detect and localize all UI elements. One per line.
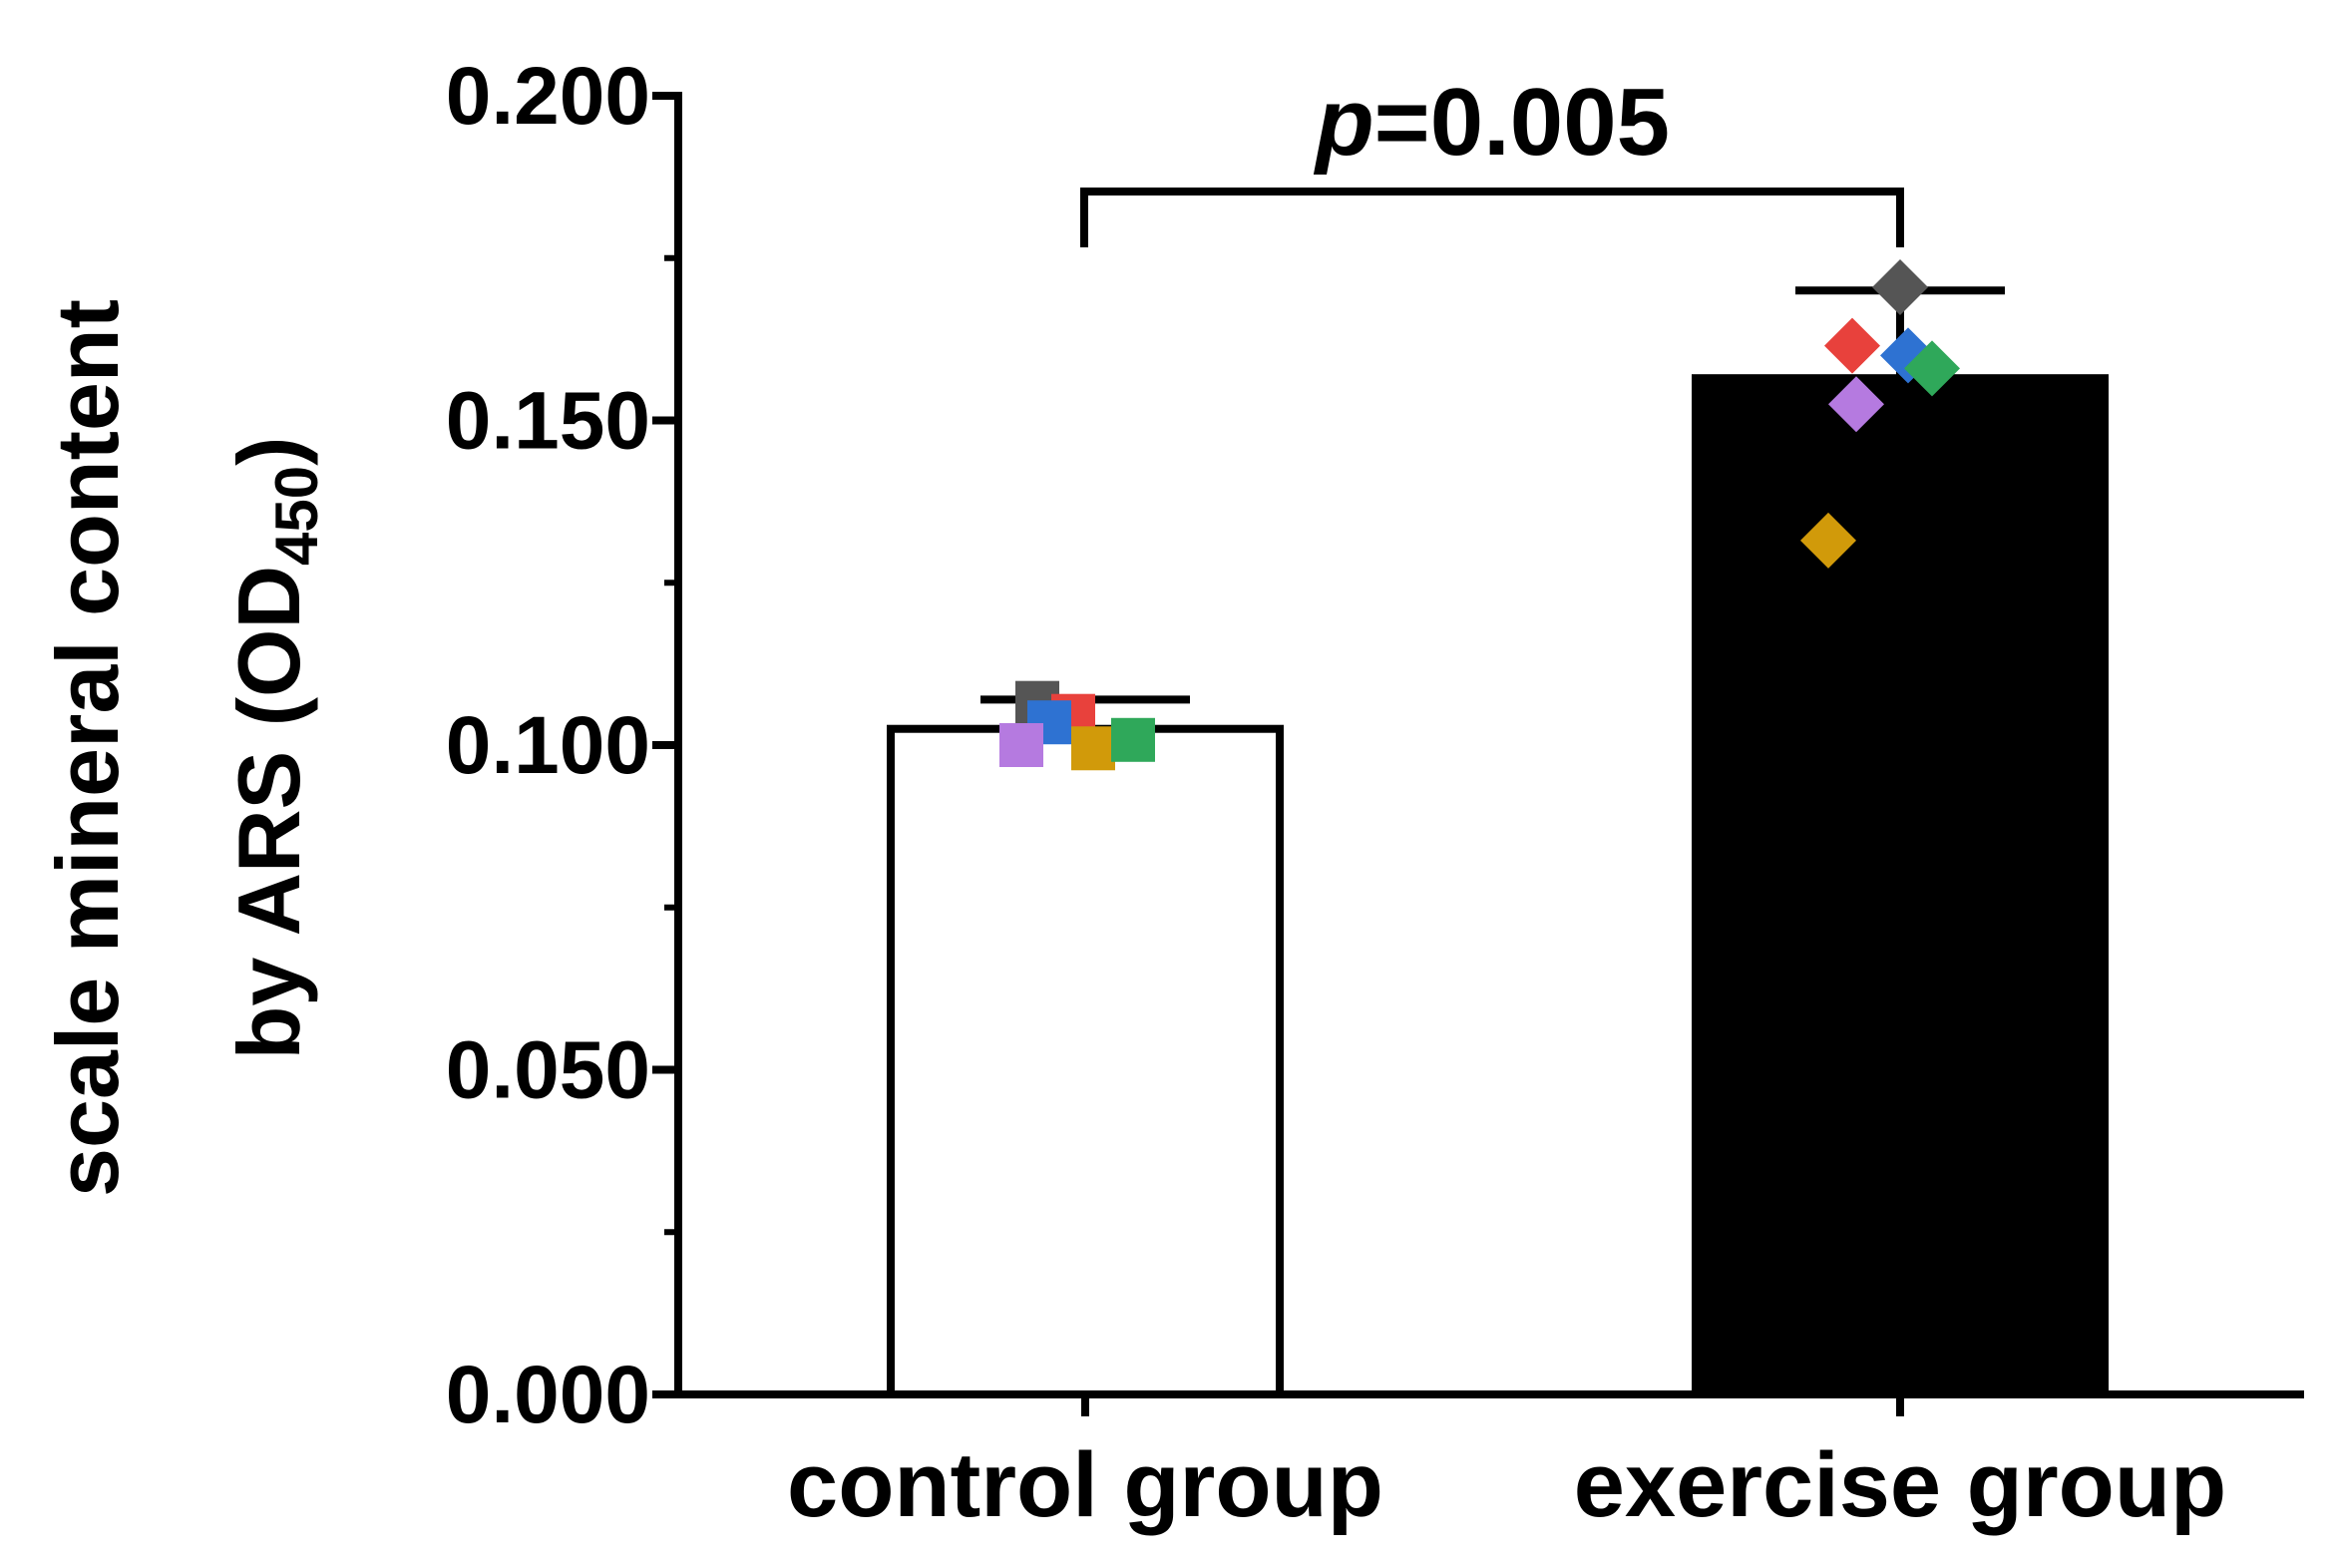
y-tick-label: 0.000 [446,1350,650,1440]
data-point-diamond [1904,340,1960,397]
y-tick-label: 0.050 [446,1025,650,1116]
y-axis-title-line2-suffix: ) [219,437,318,466]
data-point-diamond [1872,259,1928,316]
data-point-diamond [1800,512,1856,569]
data-point-square [999,723,1043,767]
y-axis-title-line2-prefix: by ARS (OD [219,566,318,1059]
y-tick-label: 0.200 [446,51,650,142]
y-axis-title: scale mineral content by ARS (OD450) [38,299,330,1197]
significance-bracket [1080,188,1904,247]
y-tick-label: 0.150 [446,376,650,467]
significance-annotation: p=0.005 [1080,69,1904,247]
data-points [999,259,1960,771]
bar-control-group [887,724,1284,1398]
y-axis-title-subscript: 450 [263,466,330,566]
p-value-number: =0.005 [1374,69,1670,176]
data-point-diamond [1824,317,1880,374]
p-value-label: p=0.005 [1313,69,1670,176]
data-point-diamond [1828,376,1884,433]
y-tick-label: 0.100 [446,700,650,791]
data-point-square [1071,726,1115,771]
x-category-label: control group [787,1434,1383,1536]
bar-exercise-group [1692,374,2109,1398]
data-point-square [1111,717,1155,762]
x-category-label: exercise group [1574,1434,2227,1536]
bars [887,374,2109,1398]
y-axis-title-line1: scale mineral content [38,299,137,1197]
x-axis-category-labels: control group exercise group [787,1434,2226,1536]
p-value-symbol: p [1313,69,1374,176]
y-axis-title-line2: by ARS (OD450) [219,437,330,1060]
